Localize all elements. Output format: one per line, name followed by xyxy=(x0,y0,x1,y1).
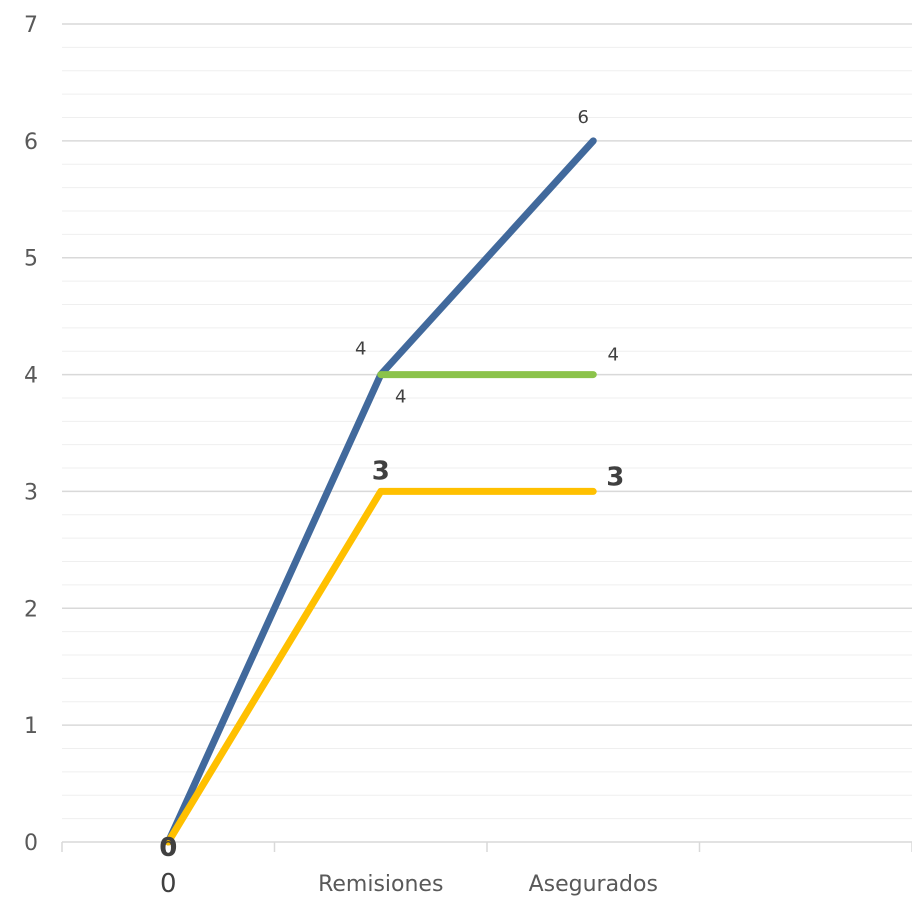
data-label: 0 xyxy=(163,838,174,859)
y-tick-label: 1 xyxy=(24,714,38,739)
series-line-3 xyxy=(164,487,597,846)
gridlines xyxy=(62,23,912,820)
data-label: 4 xyxy=(608,345,619,366)
data-label: 0 xyxy=(159,833,177,863)
y-axis: 0 1 2 3 4 5 6 7 xyxy=(24,13,38,856)
data-label: 3 xyxy=(372,456,390,486)
data-label: 4 xyxy=(355,339,366,360)
y-tick-label: 3 xyxy=(24,480,38,505)
x-tick-label: Remisiones xyxy=(318,872,443,897)
data-label: 6 xyxy=(578,107,589,128)
series-lines xyxy=(164,137,597,846)
y-tick-label: 7 xyxy=(24,13,38,38)
x-tick-label: Asegurados xyxy=(529,872,658,897)
y-tick-label: 5 xyxy=(24,247,38,272)
data-label: 3 xyxy=(606,462,624,492)
x-tick-label: 0 xyxy=(160,869,177,898)
y-tick-label: 6 xyxy=(24,130,38,155)
data-label: 4 xyxy=(395,387,406,408)
x-axis: 0 Remisiones Asegurados xyxy=(61,841,912,898)
y-tick-label: 2 xyxy=(24,597,38,622)
y-tick-label: 0 xyxy=(24,831,38,856)
y-tick-label: 4 xyxy=(24,364,38,389)
